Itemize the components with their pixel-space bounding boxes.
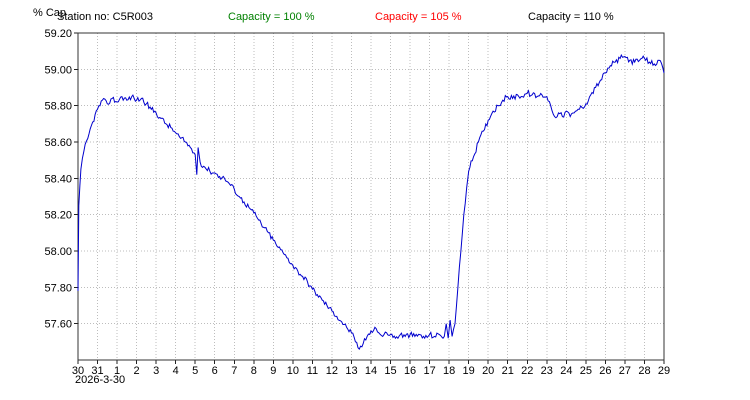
svg-text:20: 20 <box>482 365 494 377</box>
svg-text:22: 22 <box>521 365 533 377</box>
svg-text:12: 12 <box>326 365 338 377</box>
svg-text:19: 19 <box>463 365 475 377</box>
svg-text:26: 26 <box>599 365 611 377</box>
svg-text:27: 27 <box>619 365 631 377</box>
svg-text:9: 9 <box>270 365 276 377</box>
svg-text:58.00: 58.00 <box>44 246 72 258</box>
svg-text:31: 31 <box>91 365 103 377</box>
svg-text:10: 10 <box>287 365 299 377</box>
capacity-110-legend-label: Capacity = 110 % <box>528 11 614 23</box>
svg-text:18: 18 <box>443 365 455 377</box>
svg-text:58.80: 58.80 <box>44 101 72 113</box>
svg-text:16: 16 <box>404 365 416 377</box>
svg-text:5: 5 <box>192 365 198 377</box>
svg-text:11: 11 <box>307 365 318 377</box>
svg-text:24: 24 <box>560 365 572 377</box>
start-date-label: 2026-3-30 <box>75 374 126 386</box>
svg-text:59.00: 59.00 <box>44 64 72 76</box>
svg-text:2: 2 <box>134 365 140 377</box>
capacity-100-legend-label: Capacity = 100 % <box>228 11 315 23</box>
svg-text:58.20: 58.20 <box>44 210 72 222</box>
svg-text:23: 23 <box>541 365 553 377</box>
svg-text:4: 4 <box>173 365 179 377</box>
svg-text:57.80: 57.80 <box>44 282 72 294</box>
svg-text:17: 17 <box>423 365 435 377</box>
svg-text:30: 30 <box>72 365 84 377</box>
svg-text:8: 8 <box>251 365 257 377</box>
svg-text:28: 28 <box>638 365 650 377</box>
svg-text:29: 29 <box>658 365 670 377</box>
svg-text:21: 21 <box>502 365 514 377</box>
svg-text:3: 3 <box>153 365 159 377</box>
svg-text:58.40: 58.40 <box>44 173 72 185</box>
station-number-label: Station no: C5R003 <box>57 11 154 23</box>
svg-text:25: 25 <box>580 365 592 377</box>
svg-text:58.60: 58.60 <box>44 137 72 149</box>
y-axis-unit-label: % Cap <box>33 7 67 19</box>
svg-text:1: 1 <box>114 365 120 377</box>
svg-text:7: 7 <box>231 365 237 377</box>
svg-text:6: 6 <box>212 365 218 377</box>
svg-text:15: 15 <box>384 365 396 377</box>
svg-text:14: 14 <box>365 365 377 377</box>
svg-text:57.60: 57.60 <box>44 319 72 331</box>
capacity-105-legend-label: Capacity = 105 % <box>375 11 462 23</box>
svg-text:13: 13 <box>345 365 357 377</box>
svg-text:59.20: 59.20 <box>44 28 72 40</box>
